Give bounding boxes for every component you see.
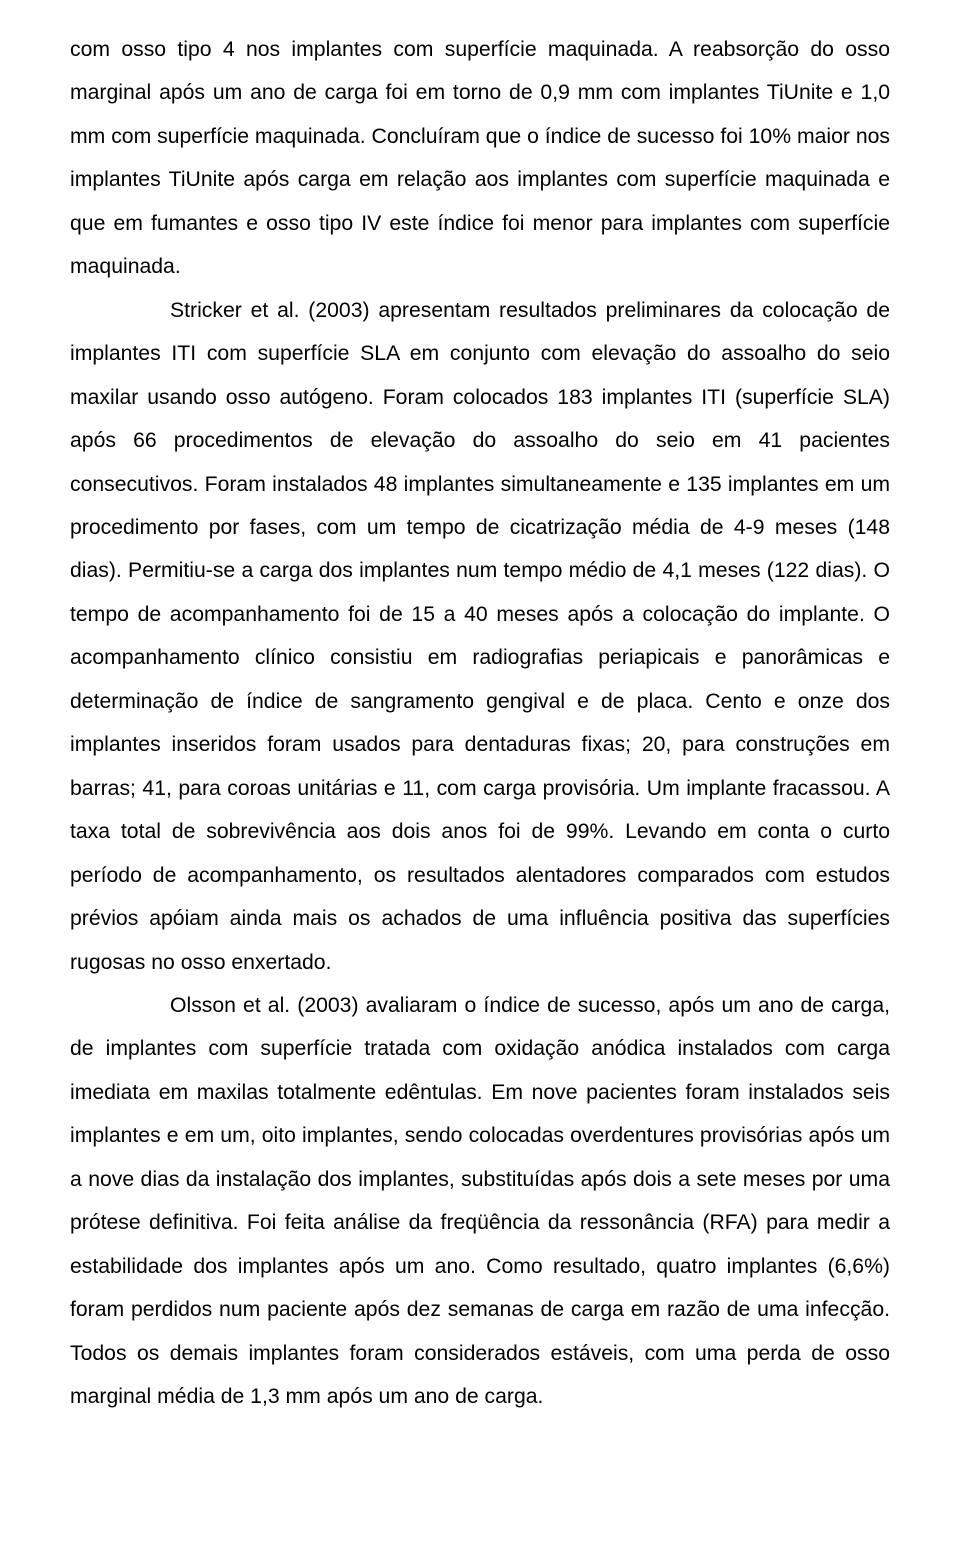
paragraph-3: Olsson et al. (2003) avaliaram o índice …: [70, 984, 890, 1419]
paragraph-1: com osso tipo 4 nos implantes com superf…: [70, 28, 890, 289]
paragraph-2: Stricker et al. (2003) apresentam result…: [70, 289, 890, 984]
document-page: com osso tipo 4 nos implantes com superf…: [0, 0, 960, 1459]
